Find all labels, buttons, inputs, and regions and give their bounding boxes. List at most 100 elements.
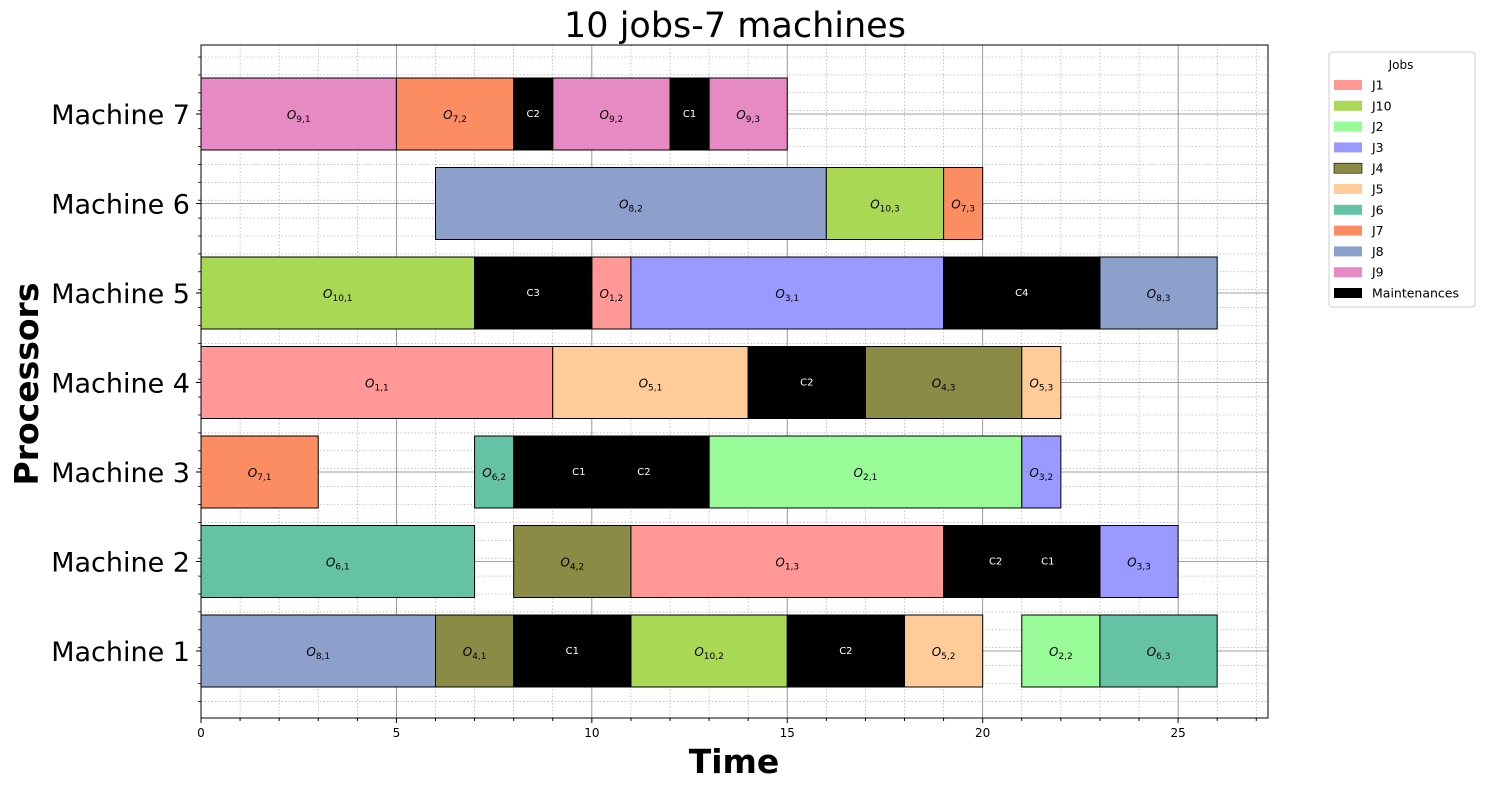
operation-bar [200,346,554,419]
operation-label: O5,1 [639,377,663,394]
operation-bar [552,77,671,151]
y-axis-title: Processors [7,283,46,486]
legend-label: J2 [1371,119,1384,134]
maintenance-bar [513,77,554,151]
operation-label: O4,1 [463,645,487,662]
legend: Jobs J1 J10 J2 J3 J4 J5 J6 J7 J8 J9 Maintenances [1328,51,1476,308]
operation-bar [825,167,945,240]
x-tick-label: 0 [197,726,205,740]
y-tick-label: Machine 3 [51,458,190,489]
legend-label: J7 [1371,223,1384,238]
operation-bar [708,435,1023,509]
legend-label: Maintenances [1372,286,1459,301]
maintenance-label: C2 [527,109,540,120]
operation-bar [200,77,397,151]
maintenance-bar [513,435,710,509]
operation-bar [591,256,632,330]
operation-label: O10,2 [694,645,724,662]
operation-bar [552,346,749,419]
x-tick-label: 10 [584,726,599,740]
operation-label: O5,2 [932,645,956,662]
x-tick-label: 25 [1170,726,1185,740]
legend-label: J1 [1371,78,1384,93]
operation-bar [200,525,476,598]
operation-bar [200,435,319,509]
maintenance-label: C2 [989,557,1002,568]
operation-bar [513,525,632,598]
x-tick-label: 5 [393,726,401,740]
operation-label: O10,1 [323,287,353,304]
operation-bar [200,256,476,330]
operation-bar [630,614,788,688]
y-axis: Machine 1 Machine 2 Machine 3 Machine 4 Mach… [51,56,201,702]
operation-label: O5,3 [1029,377,1053,394]
operation-label: O8,3 [1147,287,1171,304]
operation-label: O2,2 [1049,645,1073,662]
maintenance-bar [747,346,866,419]
operation-bar [943,167,984,240]
operation-bar [435,167,827,240]
y-tick-label: Machine 6 [51,190,190,221]
legend-label: J6 [1371,202,1384,217]
maintenance-bar [669,77,710,151]
maintenance-label: C2 [839,646,852,657]
operation-label: O7,3 [951,198,975,215]
operation-label: O9,2 [599,108,623,125]
operation-label: O6,3 [1147,645,1171,662]
operation-bar [708,77,788,151]
operation-label: O4,3 [932,377,956,394]
operation-bar [630,525,945,598]
maintenance-bar [474,256,593,330]
legend-label: J9 [1371,265,1384,280]
operation-label: O1,2 [599,287,623,304]
operation-label: O10,3 [870,198,900,215]
operation-label: O8,1 [306,645,330,662]
operation-bar [474,435,515,509]
legend-label: J8 [1371,244,1384,259]
operation-label: O3,1 [775,287,799,304]
maintenance-label: C2 [800,378,813,389]
maintenance-label: C1 [566,646,579,657]
operation-bar [864,346,1023,419]
operation-label: O9,1 [287,108,311,125]
maintenance-label: C4 [1015,288,1028,299]
legend-label: J4 [1371,161,1384,176]
legend-swatch [1334,100,1362,111]
operation-bar [200,614,437,688]
x-axis-title: Time [689,742,780,781]
legend-swatch [1334,121,1362,132]
maintenance-bar [943,525,1101,598]
operation-bar [1099,256,1218,330]
legend-swatch [1334,267,1362,278]
operation-label: O4,2 [560,556,584,573]
legend-label: J5 [1371,182,1384,197]
bars-layer: O8,1 O4,1 O10,2 O5,2 O2,2 O6,3 O6,1 O4,2 O1,3 O3,… [200,77,1218,688]
operation-label: O6,1 [326,556,350,573]
legend-swatch [1334,184,1362,194]
operation-bar [1021,346,1062,419]
operation-label: O7,1 [248,466,272,483]
chart-title: 10 jobs-7 machines [564,6,906,46]
legend-swatch [1334,246,1362,257]
legend-swatch [1334,288,1362,298]
operation-label: O9,3 [736,108,760,125]
operation-label: O3,3 [1127,556,1151,573]
operation-bar [1021,614,1101,688]
legend-title: Jobs [1388,58,1414,72]
legend-box [1328,51,1476,308]
operation-label: O1,3 [775,556,799,573]
plot-frame [200,44,1269,719]
operation-bar [1099,614,1218,688]
legend-swatch [1334,225,1362,236]
maintenance-bar [943,256,1101,330]
legend-label: J3 [1371,140,1384,155]
x-tick-label: 20 [975,726,990,740]
operation-bar [395,77,515,151]
operation-bar [1021,435,1062,509]
y-tick-label: Machine 1 [51,637,190,668]
maintenance-label: C2 [637,467,650,478]
operation-bar [435,614,515,688]
legend-swatch [1334,80,1362,90]
legend-label: J10 [1371,98,1392,113]
